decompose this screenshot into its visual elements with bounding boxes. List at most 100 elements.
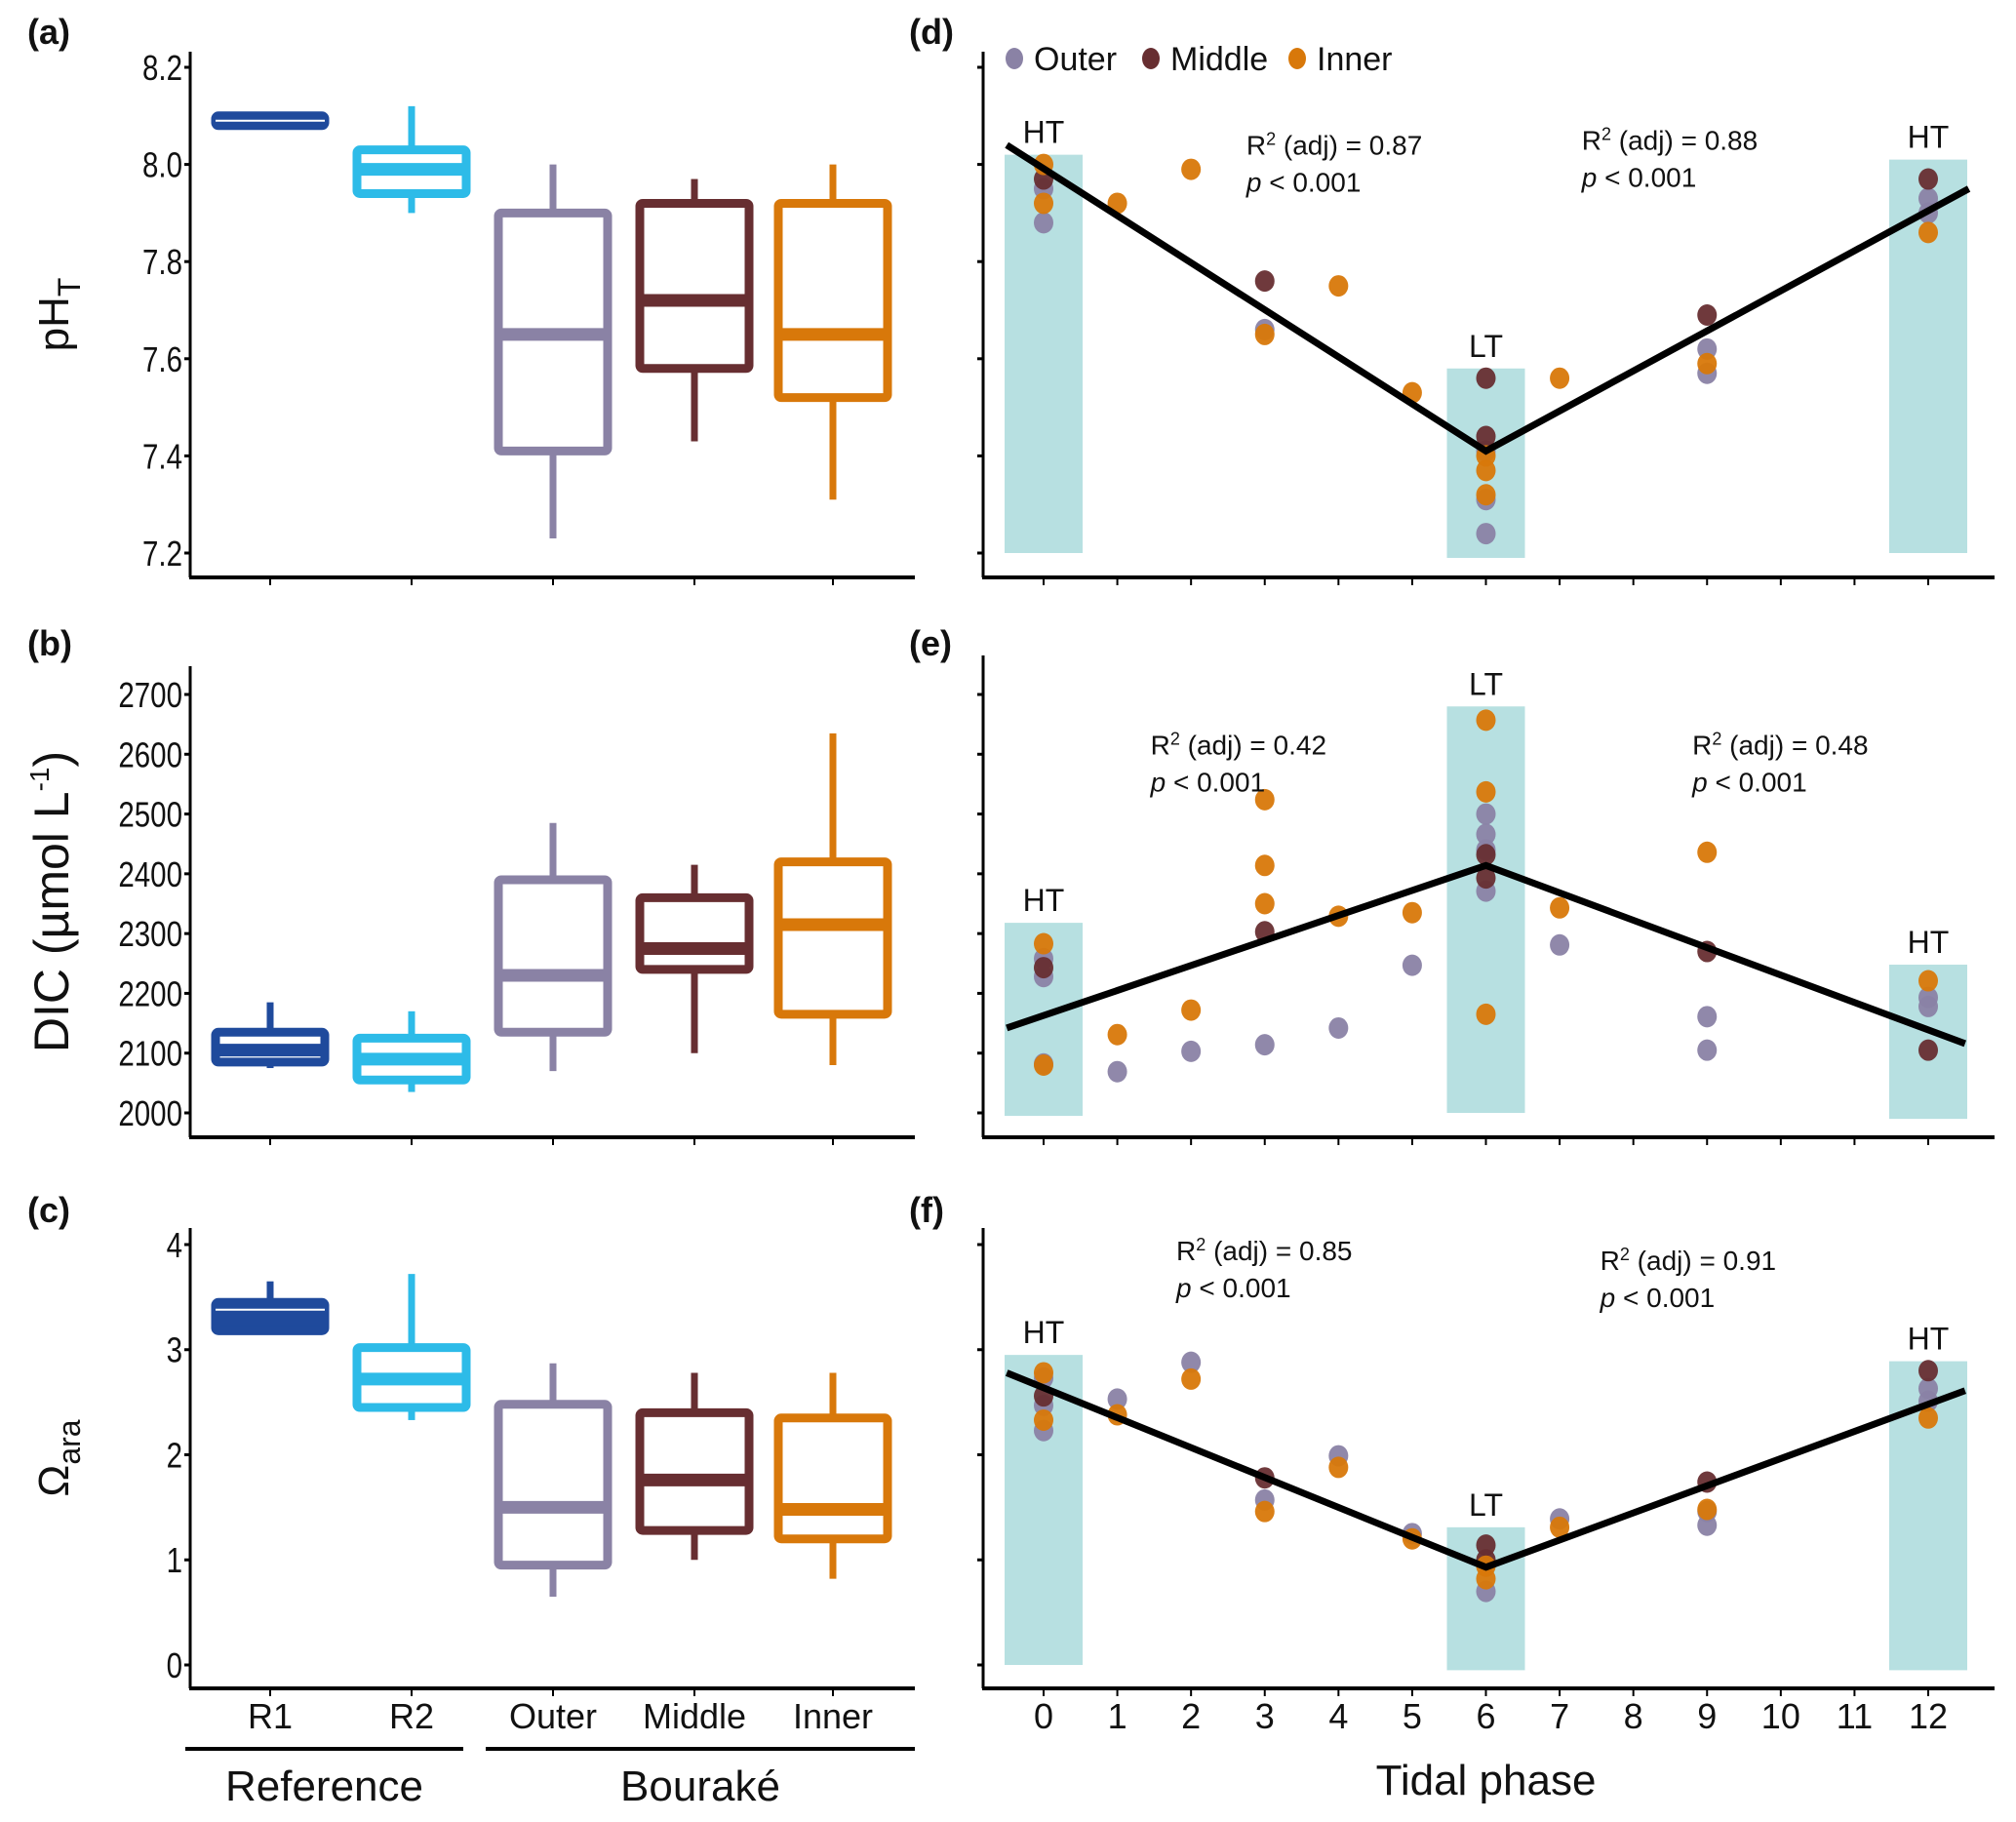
- panel-letter: (d): [909, 12, 954, 52]
- x-tick-label: 7: [1550, 1696, 1569, 1736]
- legend-label: Middle: [1170, 41, 1268, 78]
- point-middle: [1476, 844, 1496, 866]
- r2-superscript: 2: [1170, 729, 1180, 748]
- x-axis-title: Tidal phase: [1376, 1757, 1597, 1804]
- tide-label: LT: [1469, 329, 1503, 364]
- panel-letter: (b): [27, 623, 72, 663]
- p-annotation: p < 0.001: [1175, 1273, 1291, 1303]
- category-label: R1: [248, 1696, 293, 1736]
- r2-label: R: [1582, 126, 1601, 156]
- point-inner: [1550, 367, 1570, 389]
- point-inner: [1918, 970, 1938, 992]
- x-tick-label: 12: [1909, 1696, 1948, 1736]
- box-middle: [635, 178, 754, 442]
- panel-letter: (e): [909, 623, 952, 663]
- point-inner: [1034, 932, 1053, 955]
- point-inner: [1181, 999, 1202, 1021]
- r2-label: R: [1176, 1236, 1196, 1266]
- tide-label: HT: [1908, 925, 1950, 960]
- point-inner: [1550, 896, 1570, 919]
- point-inner: [1918, 1406, 1938, 1429]
- point-outer: [1181, 1351, 1202, 1373]
- point-inner: [1476, 459, 1496, 482]
- x-tick-label: 1: [1108, 1696, 1127, 1736]
- y-tick-label: 2700: [118, 675, 182, 714]
- y-tick-label: 2000: [118, 1093, 182, 1132]
- point-inner: [1918, 221, 1938, 244]
- point-inner: [1550, 1516, 1570, 1538]
- r2-value: (adj) = 0.91: [1630, 1246, 1776, 1276]
- x-tick-label: 10: [1761, 1696, 1800, 1736]
- y-tick-label: 2: [167, 1436, 182, 1475]
- r2-value: (adj) = 0.42: [1180, 730, 1326, 760]
- box-body: [494, 875, 613, 1037]
- r2-annotation: R2 (adj) = 0.42: [1151, 729, 1326, 760]
- point-inner: [1034, 192, 1053, 215]
- y-axis-title-subscript: T: [52, 278, 87, 297]
- point-inner: [1697, 841, 1718, 863]
- r2-annotation: R2 (adj) = 0.85: [1176, 1235, 1352, 1266]
- y-tick-label: 7.4: [142, 437, 182, 476]
- point-outer: [1918, 995, 1938, 1017]
- y-axis-title-main: pH: [30, 297, 78, 351]
- r2-superscript: 2: [1601, 125, 1611, 144]
- point-inner: [1697, 352, 1718, 375]
- point-outer: [1107, 1060, 1127, 1083]
- x-tick-label: 4: [1328, 1696, 1348, 1736]
- panel-a: (a) 7.2 7.4 7.6 7.8 8.0 8.2 pHT: [27, 12, 915, 585]
- point-middle: [1034, 957, 1053, 979]
- box-outer: [494, 1363, 613, 1597]
- p-value: < 0.001: [1261, 168, 1361, 198]
- point-middle: [1697, 303, 1718, 326]
- y-tick-label: 2500: [118, 795, 182, 834]
- regression-line: [1005, 1369, 1967, 1571]
- point-middle: [1918, 1360, 1938, 1382]
- p-symbol: p: [1581, 163, 1598, 193]
- box-r1: [211, 1281, 330, 1335]
- panel-c: (c) 0 1 2 3 4 Ωara R1 R2 Outer Middle Inner Referenc…: [27, 1190, 915, 1810]
- point-inner: [1034, 1362, 1053, 1384]
- box-inner: [773, 733, 892, 1065]
- p-annotation: p < 0.001: [1581, 163, 1697, 193]
- point-inner: [1476, 780, 1496, 803]
- r2-value: (adj) = 0.48: [1721, 730, 1868, 760]
- panel-b: (b) 2000 2100 2200 2300 2400 2500 2600 2700 DIC (…: [24, 623, 915, 1145]
- p-symbol: p: [1691, 767, 1708, 797]
- x-tick-label: 0: [1034, 1696, 1053, 1736]
- box-inner: [773, 1372, 892, 1579]
- y-tick-label: 2300: [118, 914, 182, 953]
- point-inner: [1476, 709, 1496, 732]
- point-middle: [1476, 367, 1496, 389]
- y-axis-title-superscript: -1: [24, 768, 55, 792]
- y-tick-label: 4: [167, 1225, 182, 1264]
- box-body: [773, 198, 892, 403]
- y-tick-label: 7.8: [142, 242, 182, 281]
- p-symbol: p: [1600, 1283, 1616, 1313]
- r2-label: R: [1246, 131, 1266, 161]
- p-value: < 0.001: [1597, 163, 1696, 193]
- x-tick-label: 8: [1624, 1696, 1643, 1736]
- x-tick-label: 11: [1837, 1696, 1873, 1736]
- point-outer: [1476, 523, 1496, 545]
- r2-label: R: [1151, 730, 1170, 760]
- r2-value: (adj) = 0.85: [1206, 1236, 1352, 1266]
- p-value: < 0.001: [1615, 1283, 1715, 1313]
- point-middle: [1918, 1039, 1938, 1061]
- box-body: [494, 1400, 613, 1570]
- y-tick-label: 7.6: [142, 339, 182, 378]
- x-tick-label: 3: [1255, 1696, 1275, 1736]
- box-outer: [494, 164, 613, 539]
- box-r2: [352, 1274, 471, 1420]
- legend-marker-middle: [1142, 48, 1160, 69]
- point-outer: [1476, 803, 1496, 825]
- tide-label: HT: [1023, 115, 1065, 150]
- y-axis-title-subscript: ara: [52, 1419, 87, 1464]
- y-axis-title-main: Ω: [30, 1465, 78, 1497]
- point-inner: [1328, 275, 1349, 297]
- point-outer: [1107, 1388, 1127, 1410]
- legend: Outer Middle Inner: [1006, 41, 1393, 78]
- y-tick-label: 0: [167, 1645, 182, 1684]
- y-tick-label: 1: [167, 1540, 182, 1579]
- panel-letter: (a): [27, 12, 70, 52]
